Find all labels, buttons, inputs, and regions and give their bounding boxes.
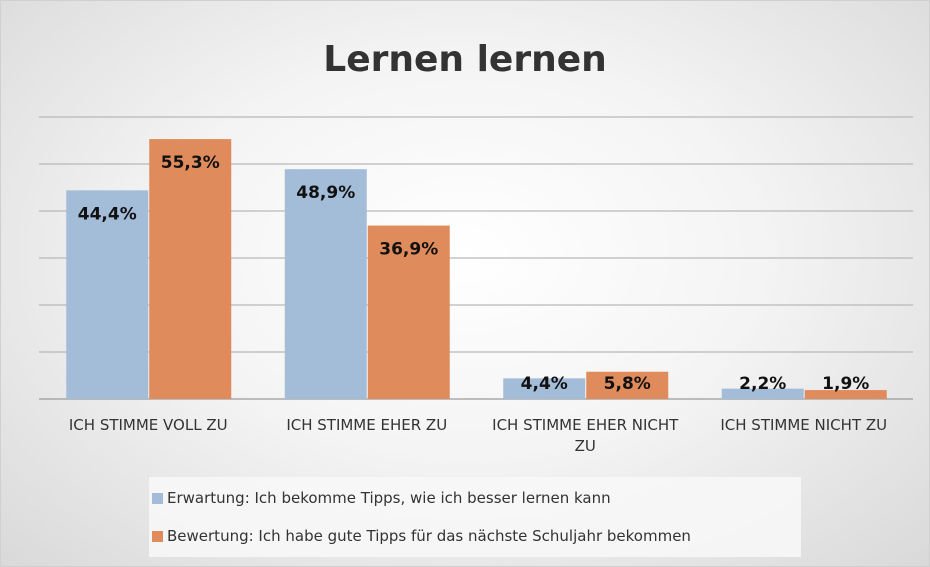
x-tick-label: ICH STIMME EHER ZU [286,416,448,434]
x-tick-label: ICH STIMME EHER NICHT ZU [492,416,679,455]
legend: Erwartung: Ich bekomme Tipps, wie ich be… [149,477,801,557]
legend-swatch [152,530,163,542]
data-label: 36,9% [379,240,438,260]
bar [804,390,887,399]
bar [66,190,149,399]
data-label: 5,8% [604,374,651,394]
data-label: 1,9% [822,374,869,394]
legend-swatch [152,492,163,504]
x-tick-label: ICH STIMME NICHT ZU [720,416,888,434]
bar [284,169,367,399]
legend-label: Bewertung: Ich habe gute Tipps für das n… [167,527,691,545]
bar [149,139,232,399]
legend-label: Erwartung: Ich bekomme Tipps, wie ich be… [167,489,611,507]
bar [721,388,804,399]
bar [367,225,450,399]
data-label: 2,2% [739,374,786,394]
data-label: 48,9% [296,183,355,203]
legend-entry: Erwartung: Ich bekomme Tipps, wie ich be… [149,481,801,515]
data-label: 4,4% [521,374,568,394]
bar [503,378,586,399]
data-label: 55,3% [161,153,220,173]
data-label: 44,4% [78,204,137,224]
bar [586,371,669,399]
x-tick-label: ICH STIMME VOLL ZU [68,416,228,434]
chart-title: Lernen lernen [323,39,607,80]
legend-entry: Bewertung: Ich habe gute Tipps für das n… [149,519,801,553]
